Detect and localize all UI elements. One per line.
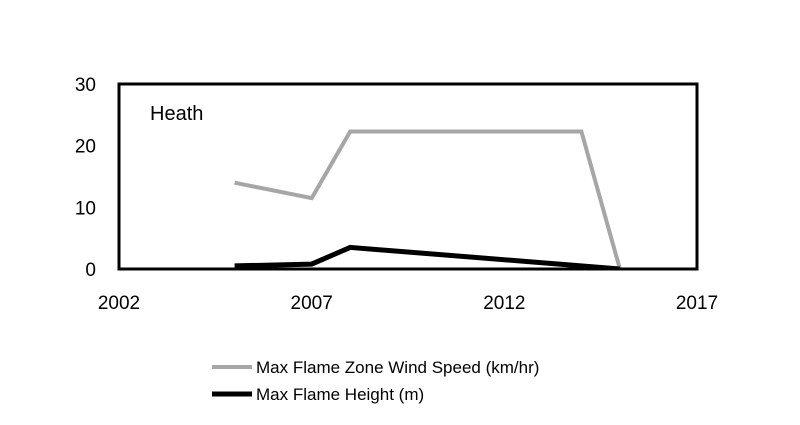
x-tick-label: 2017 [676, 293, 718, 314]
legend-label-2: Max Flame Height (m) [256, 385, 424, 404]
legend-label-1: Max Flame Zone Wind Speed (km/hr) [256, 358, 539, 377]
series-layer [234, 129, 622, 269]
x-tick-label: 2002 [98, 293, 140, 314]
series-line-1 [234, 129, 622, 269]
x-tick-label: 2007 [291, 293, 333, 314]
y-tick-label: 20 [75, 137, 96, 158]
y-tick-label: 30 [75, 75, 96, 96]
series-line-2 [234, 244, 621, 269]
x-tick-label: 2012 [483, 293, 525, 314]
chart-annotation: Heath [150, 103, 203, 125]
y-axis-ticks: 0 10 20 30 [75, 75, 96, 281]
y-tick-label: 0 [85, 260, 96, 281]
x-axis-ticks: 2002 2007 2012 2017 [98, 293, 718, 314]
plot-frame [117, 82, 699, 271]
y-tick-label: 10 [75, 198, 96, 219]
legend: Max Flame Zone Wind Speed (km/hr) Max Fla… [212, 358, 539, 404]
